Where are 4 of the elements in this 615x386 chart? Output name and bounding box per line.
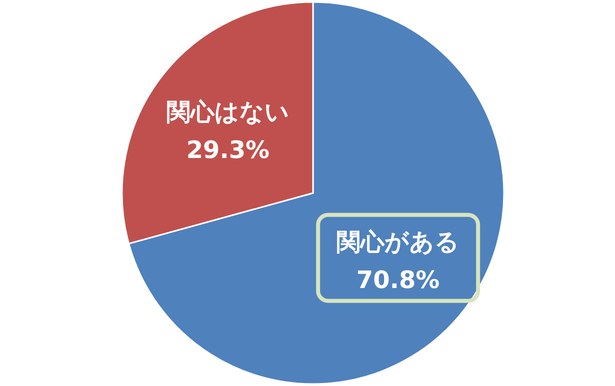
- slice-label: 関心はない: [166, 98, 290, 126]
- data-label: 29.3%: [186, 136, 270, 164]
- data-label: 70.8%: [356, 266, 440, 294]
- slice-label: 関心がある: [336, 228, 460, 256]
